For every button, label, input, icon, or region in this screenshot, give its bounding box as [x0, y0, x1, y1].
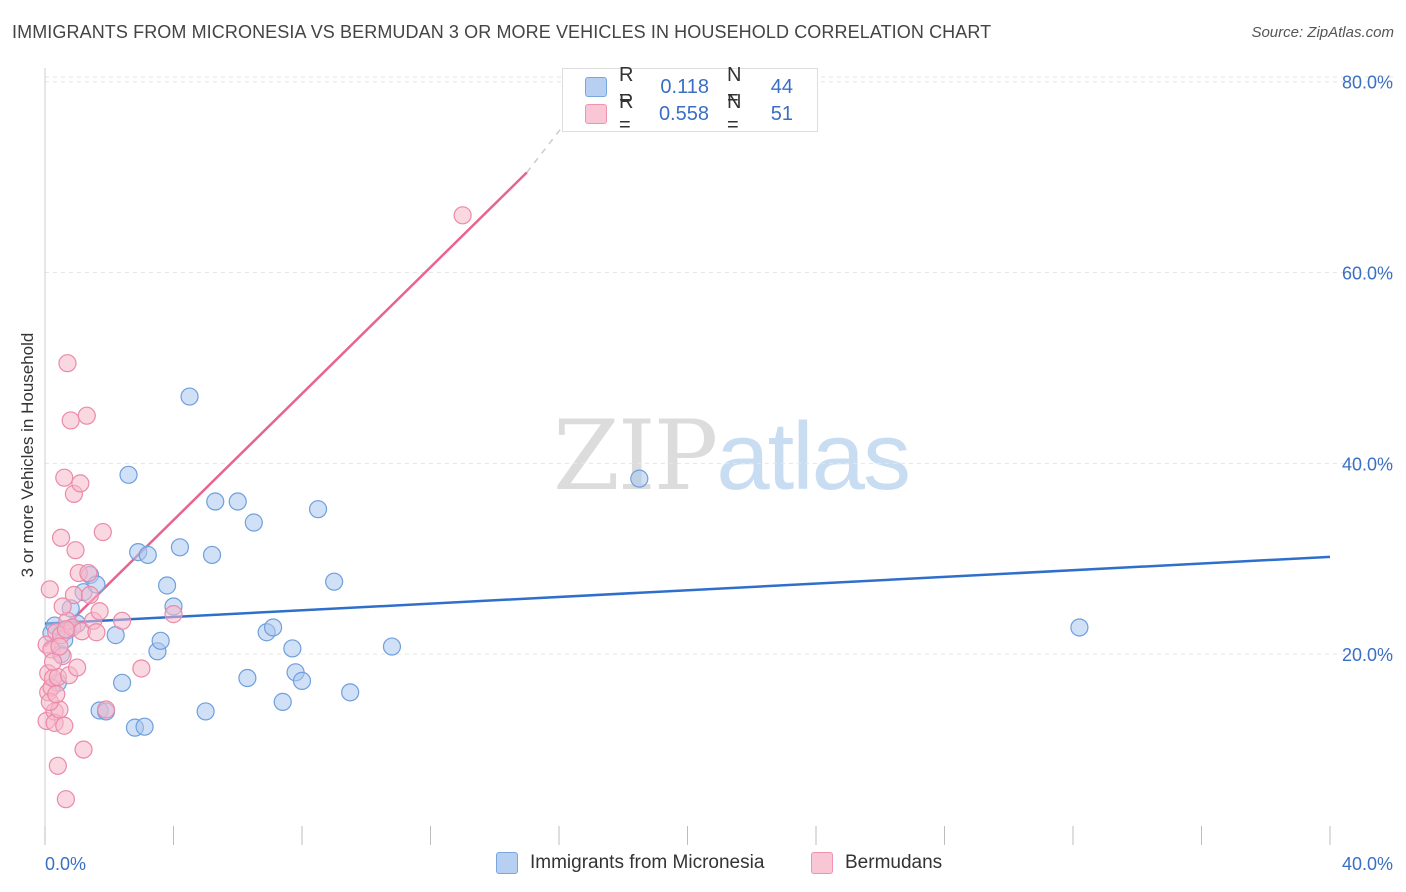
legend-r-label: R =	[619, 91, 634, 136]
data-points	[37, 206, 1089, 809]
point-bermudans	[51, 528, 71, 547]
legend-swatch-pink	[811, 852, 833, 874]
watermark: ZIPatlas	[553, 400, 911, 512]
point-bermudans	[74, 740, 93, 759]
stats-legend: R = 0.118 N = 44 R = 0.558 N = 51	[562, 64, 818, 136]
point-micronesia	[325, 572, 344, 591]
point-micronesia	[202, 545, 222, 565]
point-bermudans	[61, 411, 80, 430]
legend-swatch-blue	[496, 852, 518, 874]
y-tick-label: 60.0%	[1342, 264, 1393, 284]
series-legend: Immigrants from Micronesia Bermudans	[0, 852, 1406, 878]
y-tick-label: 40.0%	[1342, 454, 1393, 474]
legend-swatch-blue	[585, 77, 607, 97]
legend-item-micronesia: Immigrants from Micronesia	[496, 852, 764, 874]
source-label: Source: ZipAtlas.com	[1251, 24, 1394, 41]
watermark-atlas: atlas	[716, 403, 911, 510]
y-tick-label: 20.0%	[1342, 645, 1393, 665]
point-bermudans	[71, 474, 90, 493]
point-bermudans	[40, 580, 59, 599]
x-tick-label: 0.0%	[45, 854, 86, 874]
point-bermudans	[56, 790, 75, 809]
point-micronesia	[238, 668, 257, 688]
point-micronesia	[1070, 618, 1089, 637]
legend-r-label: R =	[619, 64, 634, 109]
point-bermudans	[80, 585, 100, 605]
point-micronesia	[382, 637, 402, 656]
point-micronesia	[196, 702, 215, 721]
point-micronesia	[151, 631, 170, 650]
watermark-zip: ZIP	[553, 400, 718, 512]
point-micronesia	[292, 671, 312, 690]
point-bermudans	[77, 406, 96, 425]
legend-n-label: N =	[727, 64, 742, 109]
tick-labels: 20.0% 40.0% 60.0% 80.0% 0.0% 40.0%	[45, 73, 1393, 874]
axes	[44, 68, 1393, 846]
point-micronesia	[273, 692, 292, 711]
legend-swatch-pink	[585, 104, 607, 124]
legend-row-micronesia: R = 0.118 N = 44	[585, 64, 793, 109]
point-bermudans	[132, 659, 151, 678]
point-micronesia	[170, 538, 190, 557]
point-bermudans	[48, 756, 67, 775]
point-bermudans	[43, 652, 63, 671]
point-micronesia	[112, 673, 132, 692]
chart-title: IMMIGRANTS FROM MICRONESIA VS BERMUDAN 3…	[12, 22, 992, 42]
y-tick-label: 80.0%	[1342, 73, 1393, 93]
legend-n-value: 44	[770, 75, 793, 98]
point-bermudans	[66, 541, 85, 560]
legend-label-micronesia: Immigrants from Micronesia	[530, 852, 765, 873]
point-bermudans	[55, 468, 74, 487]
point-micronesia	[283, 639, 302, 658]
point-bermudans	[96, 700, 116, 719]
point-micronesia	[135, 717, 154, 736]
legend-r-value: 0.118	[660, 75, 709, 98]
point-bermudans	[55, 716, 74, 735]
point-micronesia	[180, 387, 199, 406]
point-micronesia	[119, 465, 138, 484]
trendline-micronesia	[44, 555, 1331, 625]
legend-row-bermudans: R = 0.558 N = 51	[585, 91, 793, 136]
point-micronesia	[228, 492, 247, 511]
legend-item-bermudans: Bermudans	[811, 852, 942, 874]
point-micronesia	[157, 576, 177, 595]
grid-lines	[45, 76, 1393, 655]
point-micronesia	[308, 500, 328, 519]
trendline-bermudans	[44, 171, 528, 648]
point-micronesia	[244, 513, 263, 532]
point-micronesia	[138, 545, 157, 565]
point-bermudans	[164, 605, 183, 624]
legend-n-value: 51	[770, 102, 793, 125]
point-bermudans	[58, 354, 77, 373]
trend-lines	[44, 109, 1331, 648]
point-bermudans	[87, 623, 106, 642]
y-axis-label: 3 or more Vehicles in Household	[18, 332, 37, 578]
point-bermudans	[112, 611, 132, 630]
point-bermudans	[453, 206, 472, 225]
point-bermudans	[79, 563, 98, 583]
legend-r-value: 0.558	[658, 102, 709, 125]
point-micronesia	[206, 492, 225, 511]
point-bermudans	[53, 597, 72, 616]
x-tick-label: 40.0%	[1342, 854, 1393, 874]
point-bermudans	[56, 620, 75, 639]
point-micronesia	[263, 618, 283, 637]
legend-label-bermudans: Bermudans	[845, 852, 943, 873]
point-bermudans	[47, 685, 66, 704]
point-micronesia	[341, 683, 360, 702]
point-bermudans	[68, 658, 87, 677]
point-bermudans	[90, 602, 109, 621]
legend-n-label: N =	[727, 91, 742, 136]
point-bermudans	[50, 637, 69, 656]
point-bermudans	[93, 522, 112, 542]
point-micronesia	[630, 469, 649, 488]
